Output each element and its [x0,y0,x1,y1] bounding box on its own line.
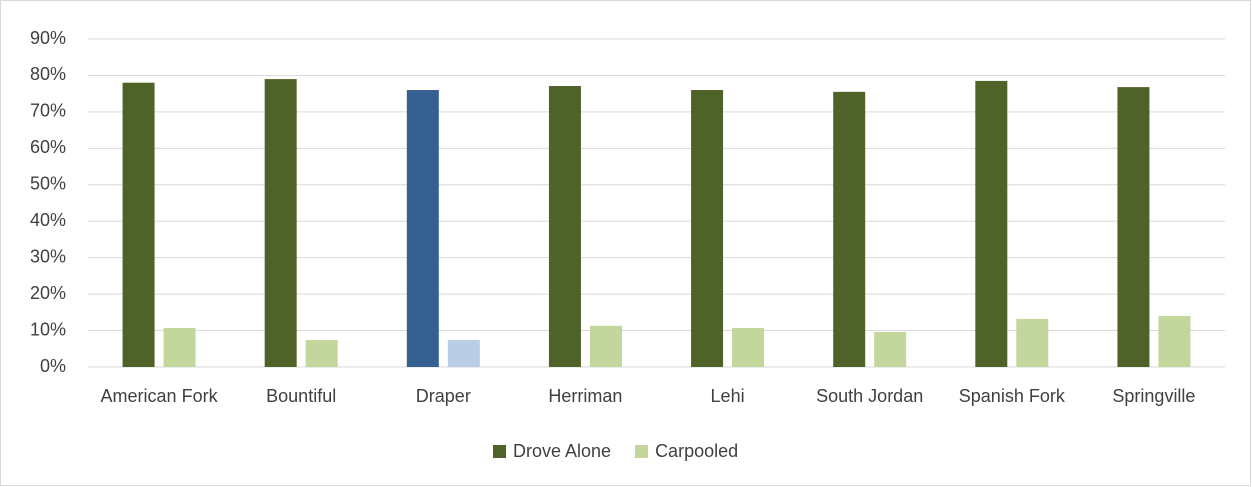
legend-swatch [635,445,649,458]
bar [732,328,765,367]
legend-label: Carpooled [655,441,738,461]
y-tick-label: 90% [30,28,66,48]
bar [122,82,155,367]
x-tick-label: Spanish Fork [959,386,1066,406]
bar [264,79,297,367]
bar [1158,315,1191,367]
y-tick-label: 0% [40,356,66,376]
bar [1016,318,1049,367]
legend-swatch [493,445,506,458]
x-tick-label: Draper [416,386,471,406]
bar [874,332,907,367]
y-tick-label: 50% [30,174,66,194]
y-tick-label: 20% [30,283,66,303]
bar [305,340,338,367]
x-tick-label: Lehi [711,386,745,406]
bar [975,80,1008,368]
bar [833,91,866,367]
x-tick-label: Springville [1112,386,1195,406]
bar [406,90,439,368]
y-tick-label: 60% [30,137,66,157]
bar [691,90,724,368]
x-tick-label: South Jordan [816,386,923,406]
legend-label: Drove Alone [513,441,611,461]
bar [589,325,622,367]
bar [1117,87,1150,368]
y-tick-label: 70% [30,101,66,121]
x-tick-label: American Fork [101,386,219,406]
y-tick-label: 80% [30,64,66,84]
bar [447,340,480,367]
x-tick-label: Bountiful [266,386,336,406]
y-tick-label: 40% [30,210,66,230]
bar [163,328,196,367]
bar [548,86,581,367]
y-tick-label: 10% [30,319,66,339]
y-tick-label: 30% [30,246,66,266]
x-tick-label: Herriman [548,386,622,406]
